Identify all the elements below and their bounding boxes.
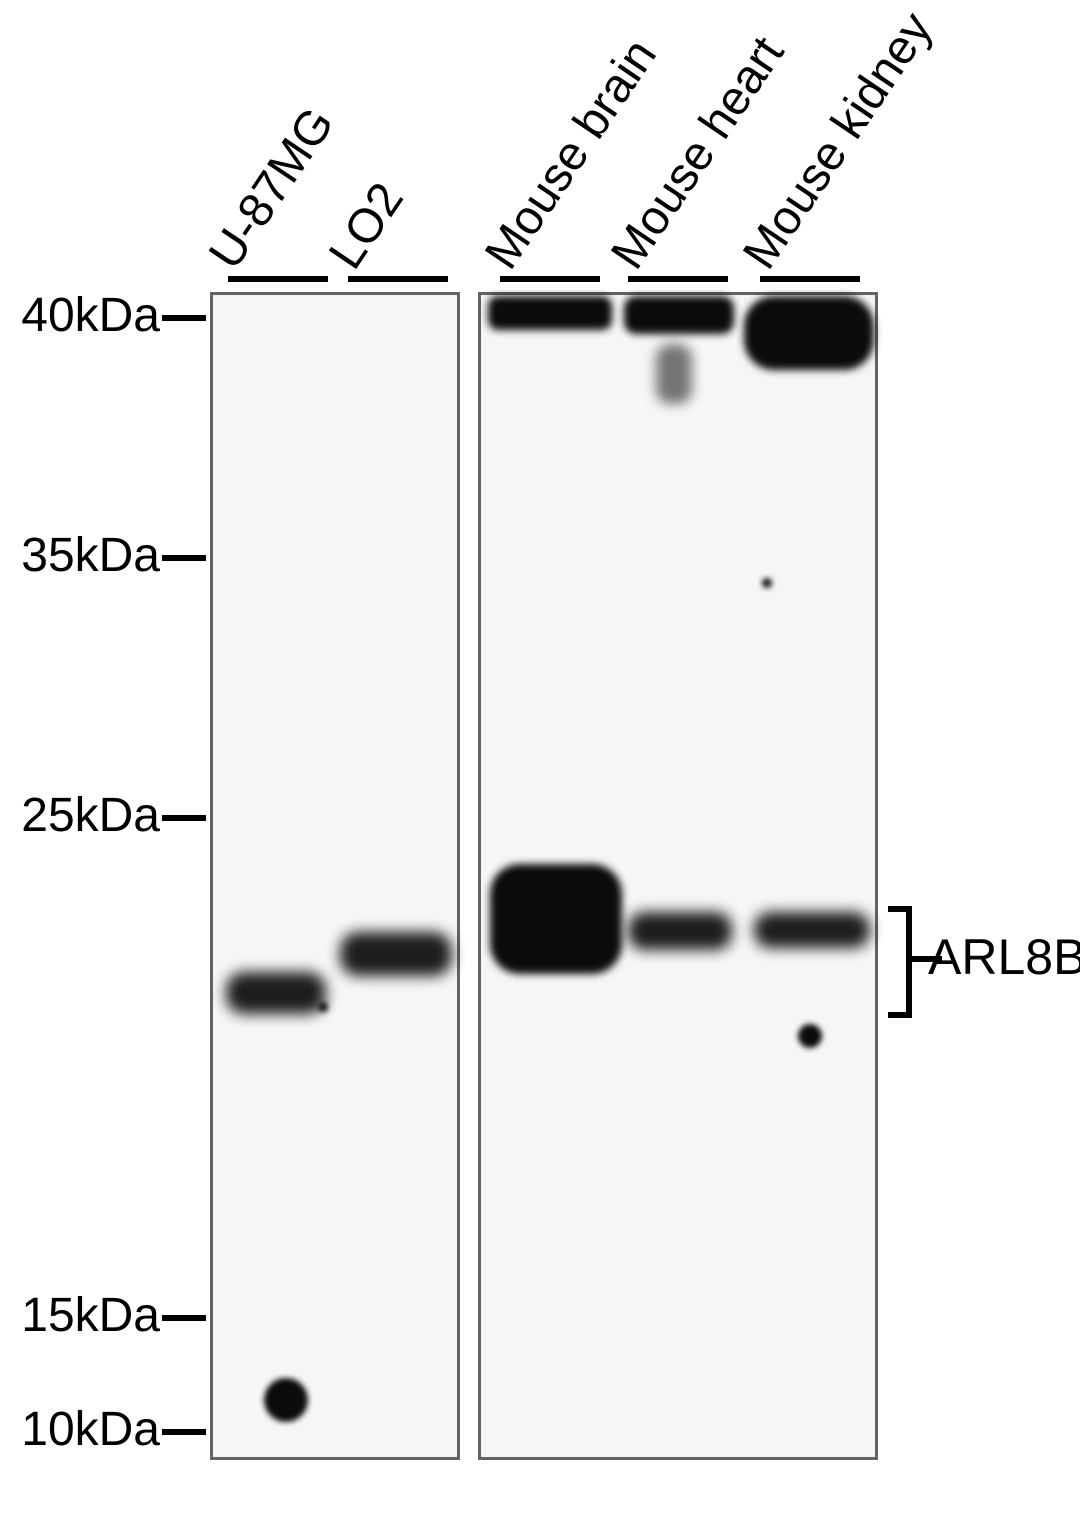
protein-band	[226, 972, 326, 1014]
mw-marker-tick	[162, 555, 206, 561]
protein-band	[490, 864, 622, 974]
protein-band	[340, 932, 452, 976]
blot-membrane-left	[210, 292, 460, 1460]
mw-marker-tick	[162, 315, 206, 321]
mw-marker-tick	[162, 815, 206, 821]
western-blot-figure: 40kDa35kDa25kDa15kDa10kDa U-87MGLO2Mouse…	[0, 0, 1080, 1518]
protein-band	[628, 912, 732, 950]
mw-marker-label: 35kDa	[21, 528, 160, 583]
lane-underline	[348, 276, 448, 282]
mw-marker-label: 25kDa	[21, 788, 160, 843]
bracket-spine	[906, 906, 912, 1018]
lane-underline	[628, 276, 728, 282]
mw-marker-tick	[162, 1429, 206, 1435]
bracket-arm	[888, 906, 912, 912]
signal-spot	[762, 578, 772, 588]
protein-band	[624, 296, 734, 334]
protein-band	[488, 296, 612, 330]
lane-underline	[500, 276, 600, 282]
mw-marker-tick	[162, 1315, 206, 1321]
signal-spot	[264, 1378, 308, 1422]
mw-marker-label: 15kDa	[21, 1288, 160, 1343]
protein-band	[656, 344, 692, 404]
mw-marker-label: 40kDa	[21, 288, 160, 343]
mw-marker-label: 10kDa	[21, 1402, 160, 1457]
protein-band	[754, 912, 870, 948]
protein-band	[744, 296, 874, 370]
target-protein-label: ARL8B	[928, 928, 1080, 986]
lane-label: LO2	[318, 173, 414, 279]
lane-underline	[760, 276, 860, 282]
signal-spot	[318, 1002, 328, 1012]
signal-spot	[798, 1024, 822, 1048]
bracket-arm	[888, 1012, 912, 1018]
lane-underline	[228, 276, 328, 282]
